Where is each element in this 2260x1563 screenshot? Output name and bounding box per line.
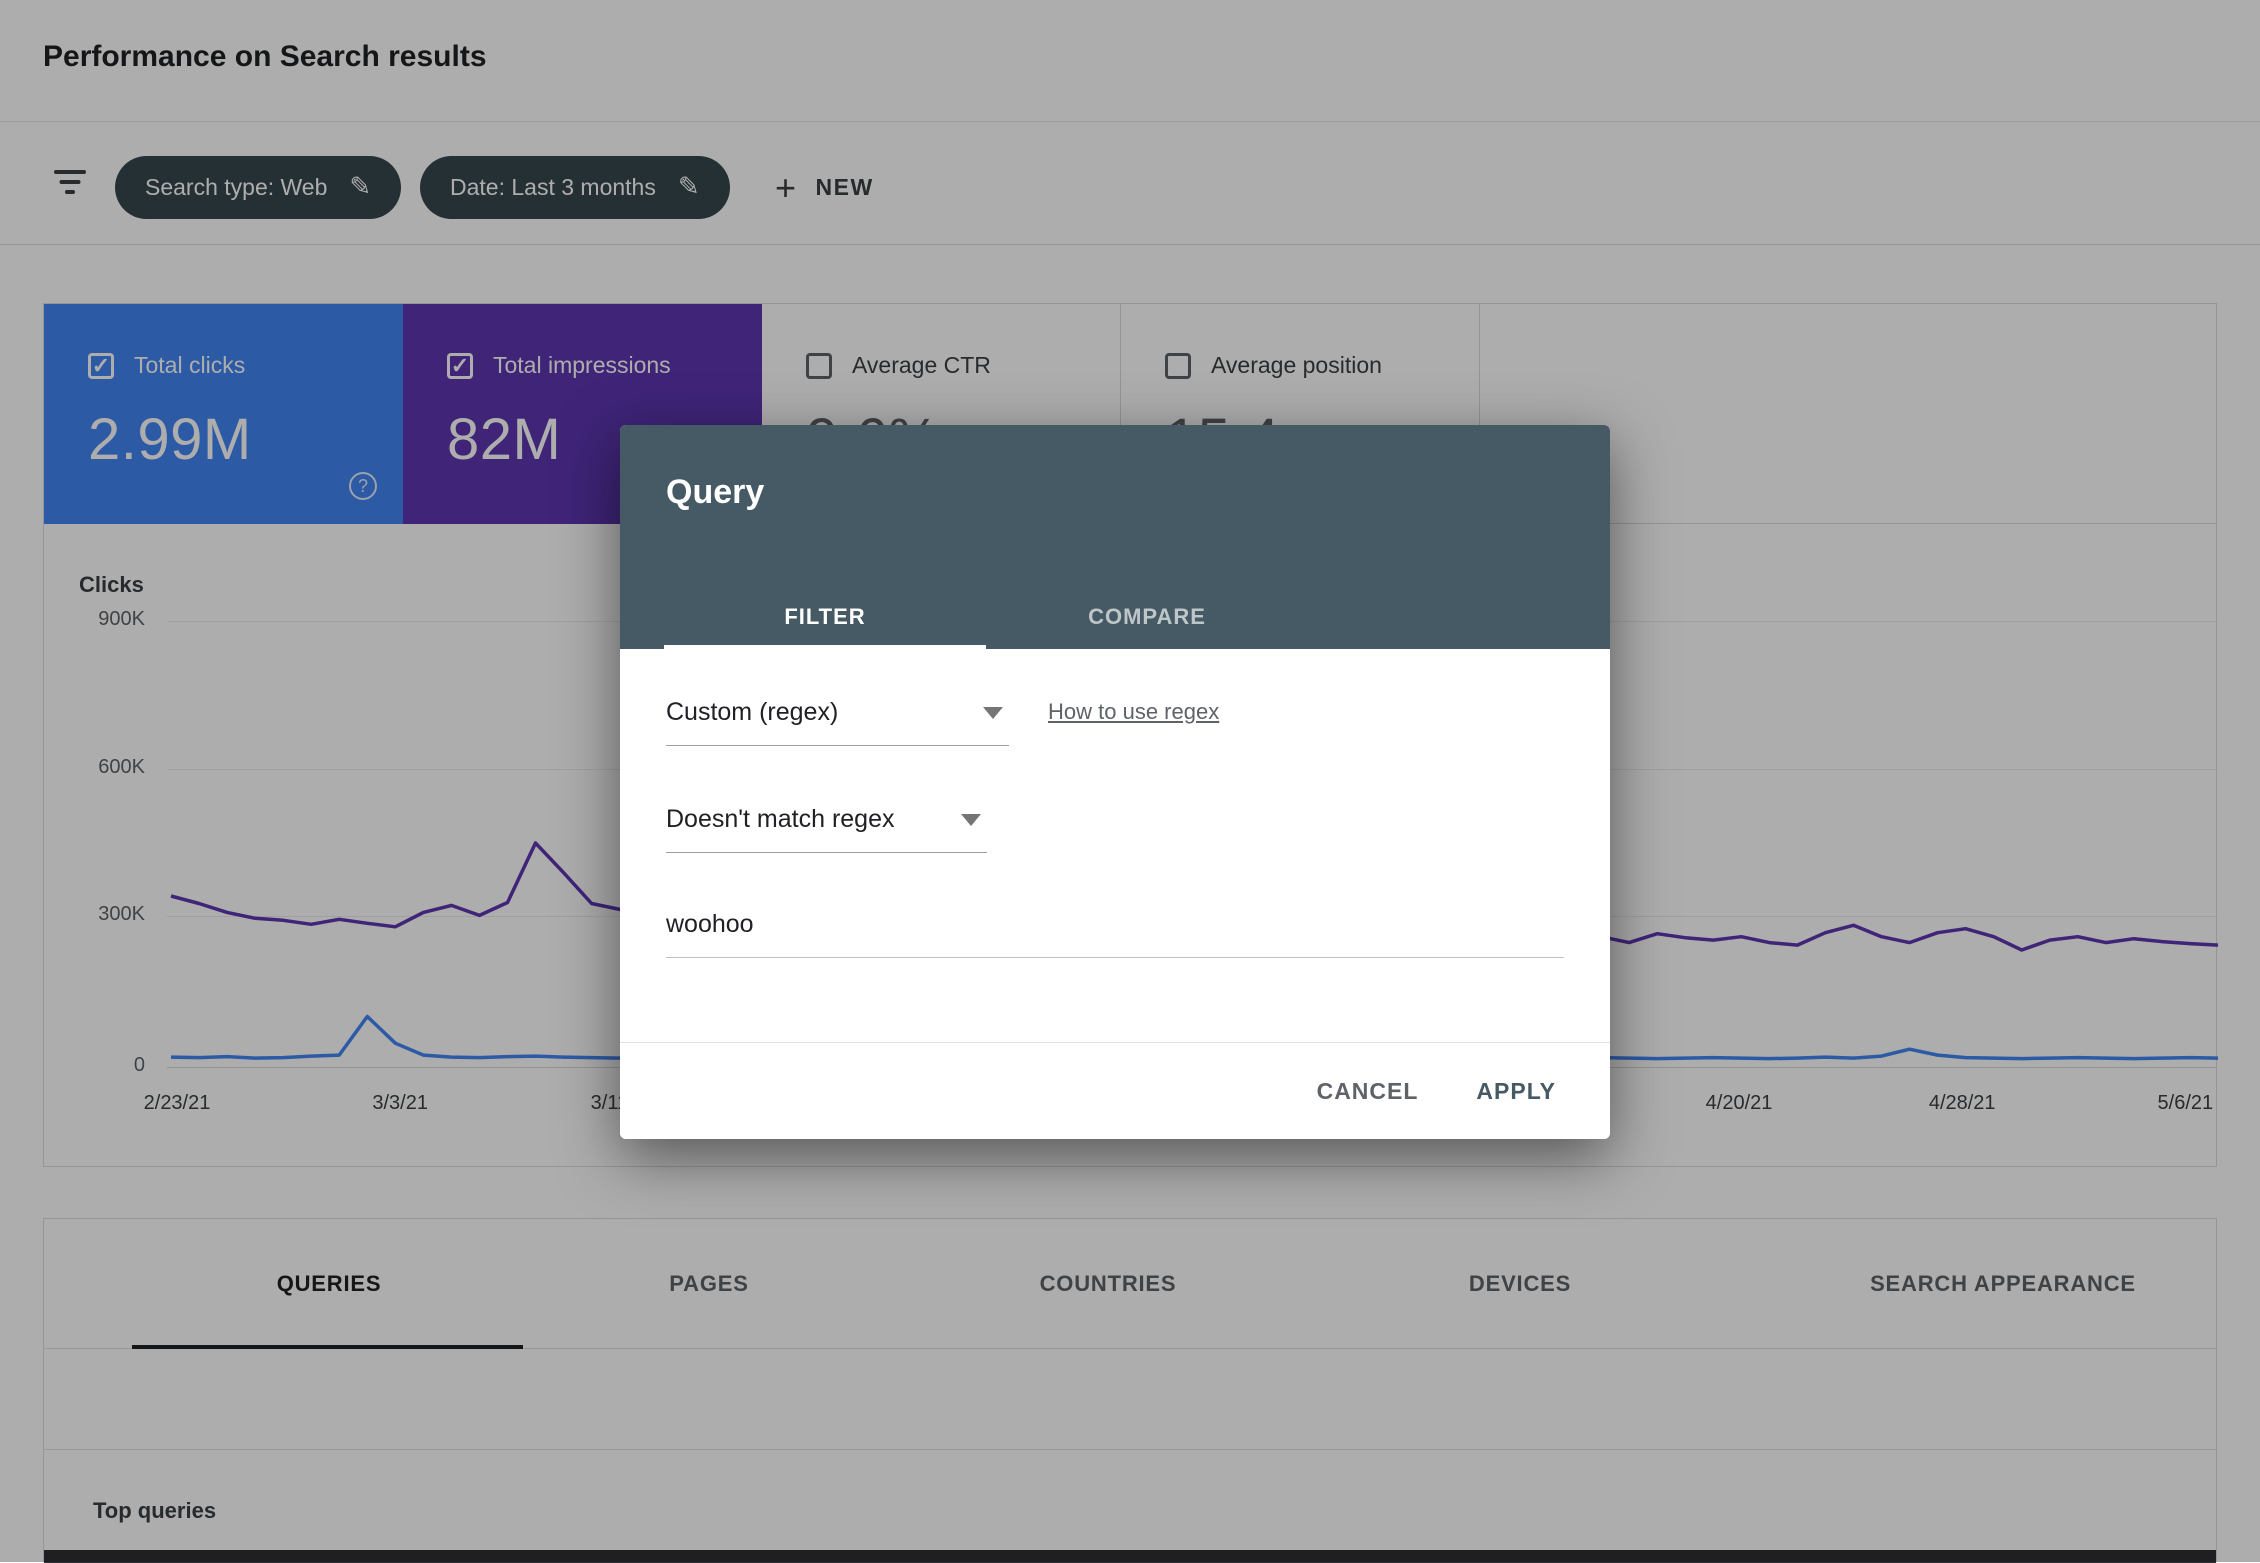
tab-devices[interactable]: DEVICES <box>1468 1271 1572 1296</box>
metric-label: Total clicks <box>134 352 246 378</box>
metric-header: Average position <box>1165 352 1382 379</box>
metric-header: ✓ Total impressions <box>447 352 671 379</box>
dialog-active-tab-underline <box>664 645 986 649</box>
tab-search-appearance[interactable]: SEARCH APPEARANCE <box>1870 1271 2136 1296</box>
plus-icon: + <box>775 166 798 208</box>
filter-dimension-value: Custom (regex) <box>666 698 839 726</box>
metric-checkbox-unchecked[interactable] <box>806 352 832 379</box>
dropdown-arrow-icon <box>961 814 981 826</box>
dialog-footer: CANCEL APPLY <box>620 1042 1610 1139</box>
tab-countries[interactable]: COUNTRIES <box>1039 1271 1177 1296</box>
x-tick-label: 2/23/21 <box>143 1092 211 1114</box>
metric-checkbox-checked[interactable]: ✓ <box>88 352 114 379</box>
x-tick-label: 4/20/21 <box>1705 1092 1773 1114</box>
help-icon[interactable]: ? <box>349 472 377 500</box>
tab-queries[interactable]: QUERIES <box>276 1271 382 1296</box>
apply-button[interactable]: APPLY <box>1462 1068 1570 1115</box>
match-operator-value: Doesn't match regex <box>666 805 895 833</box>
y-tick-label: 0 <box>133 1054 145 1076</box>
date-range-chip[interactable]: Date: Last 3 months ✎ <box>420 156 730 219</box>
new-filter-label: NEW <box>815 174 874 200</box>
metric-header: ✓ Total clicks <box>88 352 245 379</box>
dimension-tab-row: QUERIES PAGES COUNTRIES DEVICES SEARCH A… <box>44 1219 2216 1349</box>
metric-checkbox-checked[interactable]: ✓ <box>447 352 473 379</box>
check-icon: ✓ <box>450 352 470 378</box>
table-dark-strip <box>44 1550 2216 1563</box>
question-mark-glyph: ? <box>357 475 368 496</box>
search-type-chip[interactable]: Search type: Web ✎ <box>115 156 402 219</box>
dropdown-arrow-icon <box>983 707 1003 719</box>
metric-card-total-clicks[interactable]: ✓ Total clicks 2.99M ? <box>44 304 403 524</box>
x-tick-label: 5/6/21 <box>2157 1092 2214 1114</box>
filter-list-icon[interactable] <box>52 168 88 198</box>
metric-label: Average CTR <box>852 352 991 378</box>
new-filter-button[interactable]: + NEW <box>775 156 874 219</box>
page-title: Performance on Search results <box>43 40 487 73</box>
dialog-tab-filter[interactable]: FILTER <box>784 604 866 629</box>
check-icon: ✓ <box>91 352 111 378</box>
y-tick-label: 300K <box>98 903 145 925</box>
metric-value: 2.99M <box>88 407 252 472</box>
table-section-label: Top queries <box>93 1498 217 1523</box>
query-filter-dialog: Query FILTER COMPARE Custom (regex) How … <box>620 425 1610 1139</box>
tab-pages[interactable]: PAGES <box>669 1271 749 1296</box>
filter-bar: Search type: Web ✎ Date: Last 3 months ✎… <box>0 122 2260 245</box>
x-tick-label: 4/28/21 <box>1928 1092 1996 1114</box>
metric-label: Average position <box>1211 352 1382 378</box>
match-operator-select[interactable]: Doesn't match regex <box>666 800 987 853</box>
regex-value-input[interactable]: woohoo <box>666 905 1564 958</box>
y-tick-label: 600K <box>98 756 145 778</box>
x-tick-label: 3/3/21 <box>372 1092 428 1114</box>
search-type-chip-label: Search type: Web <box>145 174 328 200</box>
dialog-header: Query FILTER COMPARE <box>620 425 1610 649</box>
dialog-tab-bar: FILTER COMPARE <box>664 585 1308 649</box>
date-range-chip-label: Date: Last 3 months <box>450 174 656 200</box>
dialog-tab-compare[interactable]: COMPARE <box>1088 604 1206 629</box>
metric-checkbox-unchecked[interactable] <box>1165 352 1191 379</box>
regex-help-link[interactable]: How to use regex <box>1048 699 1220 724</box>
divider <box>44 1449 2216 1450</box>
y-tick-label: 900K <box>98 608 145 630</box>
edit-pencil-icon[interactable]: ✎ <box>349 171 372 201</box>
app-header: Performance on Search results <box>0 0 2260 122</box>
filter-dimension-select[interactable]: Custom (regex) <box>666 693 1009 746</box>
chart-y-axis-title: Clicks <box>79 572 144 597</box>
edit-pencil-icon[interactable]: ✎ <box>677 171 700 201</box>
metric-value: 82M <box>447 407 562 472</box>
cancel-button[interactable]: CANCEL <box>1303 1068 1433 1115</box>
dialog-title: Query <box>666 473 765 511</box>
metric-label: Total impressions <box>493 352 671 378</box>
metric-header: Average CTR <box>806 352 991 379</box>
active-tab-underline <box>132 1345 523 1349</box>
